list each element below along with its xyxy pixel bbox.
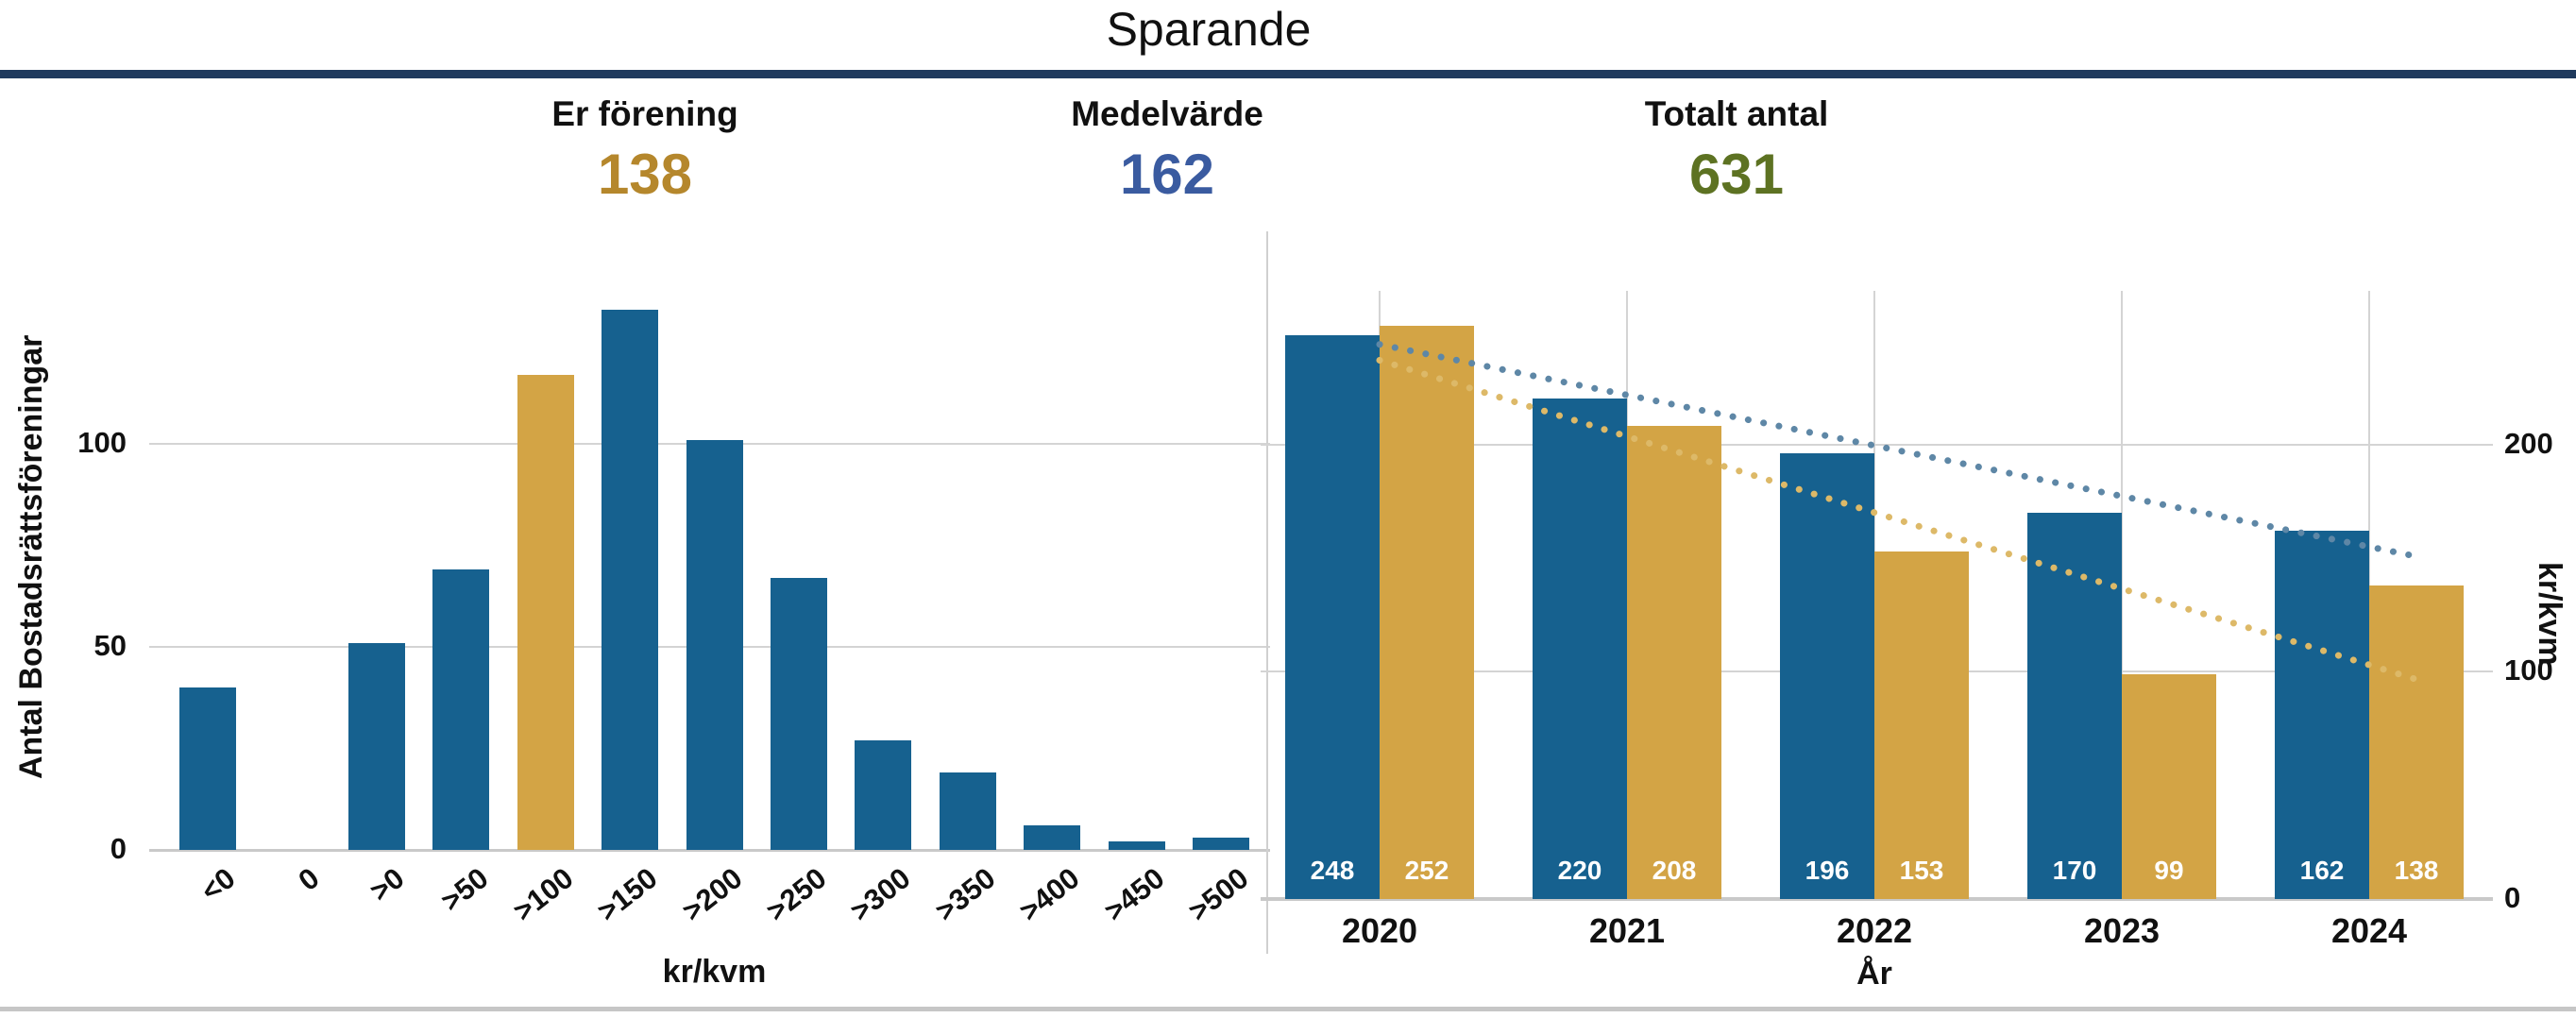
histogram-bar->200 bbox=[686, 439, 743, 850]
right-x-axis-title: År bbox=[1856, 956, 1892, 992]
left-x-tick-label->50: >50 bbox=[434, 861, 495, 918]
bar-value-label-2023-medelvarde: 170 bbox=[2052, 856, 2097, 885]
left-x-tick-label->500: >500 bbox=[1182, 861, 1255, 928]
stat-er-forening: Er förening 138 bbox=[456, 94, 834, 207]
left-x-tick-label->150: >150 bbox=[591, 861, 664, 928]
histogram-bar->450 bbox=[1108, 841, 1165, 850]
trend-line-er-forening bbox=[1376, 357, 2425, 685]
stat-totalt-antal-value: 631 bbox=[1688, 143, 1785, 206]
bar-2022-er-forening bbox=[1874, 551, 1969, 899]
bar-value-label-2024-er-forening: 138 bbox=[2394, 856, 2439, 885]
histogram-bar->250 bbox=[770, 577, 827, 850]
right-x-tick-label-2021: 2021 bbox=[1588, 911, 1666, 950]
bar-value-label-2022-er-forening: 153 bbox=[1899, 856, 1944, 885]
stat-totalt-antal-label: Totalt antal bbox=[1644, 94, 1829, 133]
right-gridline-200 bbox=[1261, 443, 2493, 446]
right-x-tick-label-2020: 2020 bbox=[1341, 911, 1418, 950]
bar-2023-er-forening bbox=[2122, 673, 2216, 899]
left-y-tick-label-100: 100 bbox=[77, 426, 127, 459]
right-y-tick-label-0: 0 bbox=[2504, 881, 2521, 914]
bar-2023-medelvarde bbox=[2027, 512, 2122, 899]
left-x-tick-label->450: >450 bbox=[1097, 861, 1171, 928]
right-vertical-gridline-2024 bbox=[2368, 291, 2370, 899]
bar-value-label-2022-medelvarde: 196 bbox=[1805, 856, 1850, 885]
bar-value-label-2020-er-forening: 252 bbox=[1404, 856, 1449, 885]
trend-line-medelvarde bbox=[1376, 341, 2425, 561]
left-y-tick-label-50: 50 bbox=[93, 629, 127, 662]
right-x-axis-line bbox=[1261, 897, 2493, 901]
left-gridline-50 bbox=[149, 646, 1270, 648]
left-gridline-100 bbox=[149, 443, 1270, 445]
stat-totalt-antal: Totalt antal 631 bbox=[1548, 94, 1925, 207]
histogram-bar->350 bbox=[939, 772, 996, 850]
bar-value-label-2021-medelvarde: 220 bbox=[1557, 856, 1602, 885]
chart-divider-line bbox=[1266, 231, 1268, 954]
histogram-bar->500 bbox=[1193, 838, 1250, 850]
stat-er-forening-value: 138 bbox=[597, 143, 693, 206]
histogram-bar->150 bbox=[602, 310, 659, 850]
right-x-tick-label-2024: 2024 bbox=[2330, 911, 2408, 950]
histogram-bar->0 bbox=[347, 642, 405, 850]
right-vertical-gridline-2021 bbox=[1626, 291, 1628, 899]
histogram-bar->300 bbox=[855, 739, 912, 850]
left-x-tick-label->400: >400 bbox=[1013, 861, 1086, 928]
right-y-tick-label-200: 200 bbox=[2504, 426, 2553, 460]
bar-value-label-2024-medelvarde: 162 bbox=[2299, 856, 2345, 885]
bottom-border-rule bbox=[0, 1007, 2576, 1011]
left-x-tick-label-<0: <0 bbox=[194, 861, 242, 908]
right-gridline-100 bbox=[1261, 670, 2493, 673]
right-y-axis-title: kr/kvm bbox=[2532, 562, 2568, 666]
left-x-tick-label->300: >300 bbox=[844, 861, 917, 928]
page-title: Sparande bbox=[1106, 3, 1312, 56]
left-x-axis-line bbox=[149, 849, 1270, 852]
left-x-tick-label->100: >100 bbox=[506, 861, 580, 928]
histogram-bar->50 bbox=[432, 569, 490, 850]
right-vertical-gridline-2023 bbox=[2121, 291, 2123, 899]
bar-2020-er-forening bbox=[1380, 326, 1474, 899]
bar-2021-medelvarde bbox=[1533, 399, 1627, 899]
bar-2024-medelvarde bbox=[2275, 531, 2369, 899]
bar-value-label-2020-medelvarde: 248 bbox=[1310, 856, 1355, 885]
left-x-tick-label->250: >250 bbox=[759, 861, 833, 928]
bar-2022-medelvarde bbox=[1780, 453, 1874, 899]
left-x-tick-label-0: 0 bbox=[292, 861, 326, 898]
left-x-axis-title: kr/kvm bbox=[662, 954, 767, 990]
bar-value-label-2021-er-forening: 208 bbox=[1652, 856, 1697, 885]
right-y-tick-label-100: 100 bbox=[2504, 653, 2553, 687]
title-divider-rule bbox=[0, 70, 2576, 78]
stat-medelvarde-value: 162 bbox=[1119, 143, 1215, 206]
histogram-bar->100 bbox=[517, 374, 574, 850]
histogram-bar-<0 bbox=[178, 687, 236, 850]
left-x-tick-label->0: >0 bbox=[363, 861, 411, 908]
bar-2024-er-forening bbox=[2369, 585, 2464, 899]
right-vertical-gridline-2020 bbox=[1379, 291, 1381, 899]
histogram-bar->400 bbox=[1024, 825, 1081, 850]
right-x-tick-label-2023: 2023 bbox=[2083, 911, 2161, 950]
right-x-tick-label-2022: 2022 bbox=[1836, 911, 1913, 950]
bar-2020-medelvarde bbox=[1285, 335, 1380, 899]
bar-2021-er-forening bbox=[1627, 426, 1721, 899]
left-y-tick-label-0: 0 bbox=[110, 832, 127, 865]
left-x-tick-label->350: >350 bbox=[928, 861, 1002, 928]
stat-medelvarde: Medelvärde 162 bbox=[978, 94, 1356, 207]
left-y-axis-title: Antal Bostadsrättsföreningar bbox=[13, 334, 49, 780]
left-x-tick-label->200: >200 bbox=[675, 861, 749, 928]
stat-er-forening-label: Er förening bbox=[551, 94, 738, 133]
stat-medelvarde-label: Medelvärde bbox=[1071, 94, 1263, 133]
right-vertical-gridline-2022 bbox=[1873, 291, 1875, 899]
bar-value-label-2023-er-forening: 99 bbox=[2154, 856, 2184, 885]
